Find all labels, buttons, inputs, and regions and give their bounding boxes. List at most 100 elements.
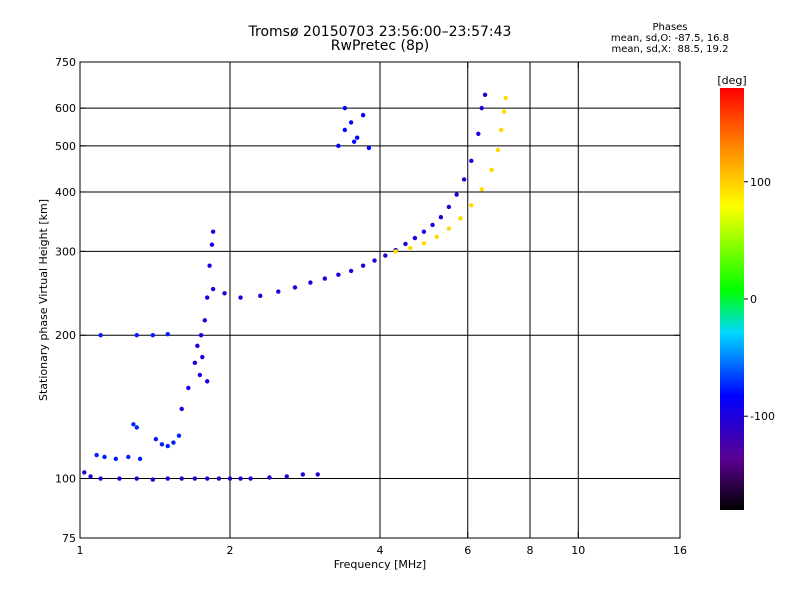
data-point (360, 263, 366, 268)
data-point (351, 139, 357, 144)
y-tick-label: 200 (55, 329, 76, 342)
y-tick-label: 400 (55, 186, 76, 199)
data-point (360, 112, 366, 118)
data-point (126, 454, 131, 460)
phase-stats: Phases mean, sd,O: -87.5, 16.8 mean, sd,… (590, 22, 750, 55)
data-point (102, 454, 107, 460)
data-point (403, 241, 408, 247)
y-axis-ticks: 75 100 200 300 400 500 600 750 (55, 56, 680, 545)
colorbar (720, 88, 744, 510)
data-point (159, 442, 165, 447)
data-point (421, 229, 427, 234)
grid-lines (80, 62, 680, 538)
x-axis-ticks: 1 2 4 6 8 10 16 (77, 62, 687, 557)
data-point (438, 215, 444, 220)
data-point (153, 436, 159, 442)
data-point (366, 145, 372, 151)
chart-title: Tromsø 20150703 23:56:00–23:57:43 (248, 24, 512, 40)
data-point (292, 285, 298, 290)
data-point (134, 476, 139, 481)
data-point (131, 422, 136, 427)
data-point (372, 258, 377, 263)
x-tick-label: 1 (77, 544, 84, 557)
y-tick-label: 75 (62, 532, 76, 545)
x-tick-label: 2 (227, 544, 234, 557)
data-point (200, 354, 205, 360)
data-point (209, 242, 215, 247)
data-point (238, 476, 243, 481)
data-point (238, 295, 243, 300)
data-point (284, 474, 289, 479)
y-tick-label: 500 (55, 140, 76, 153)
data-point (479, 105, 484, 111)
data-point (150, 333, 156, 338)
data-point (479, 187, 484, 192)
data-point (446, 226, 452, 231)
data-point (482, 92, 488, 97)
data-point (150, 477, 156, 482)
data-point (134, 333, 139, 338)
data-point (195, 343, 200, 349)
data-point (117, 476, 122, 481)
data-point (227, 476, 233, 481)
data-point (207, 263, 212, 268)
data-point (82, 470, 87, 475)
y-tick-label: 100 (55, 473, 76, 486)
y-tick-label: 300 (55, 245, 76, 258)
data-point (165, 332, 170, 337)
x-tick-label: 10 (571, 544, 585, 557)
colorbar-label: [deg] (717, 74, 746, 87)
data-point (98, 333, 103, 338)
data-point (412, 235, 418, 241)
data-point (197, 372, 203, 378)
data-point (495, 147, 501, 153)
data-point (179, 406, 184, 412)
data-point (202, 318, 207, 323)
y-tick-label: 600 (55, 102, 76, 115)
data-point (179, 476, 184, 481)
data-point (165, 476, 170, 481)
data-point (322, 276, 328, 281)
data-point (276, 289, 281, 294)
data-point (186, 385, 191, 391)
phase-stats-x-mode: mean, sd,X: 88.5, 19.2 (611, 44, 729, 55)
data-point (469, 158, 474, 164)
data-points (82, 92, 508, 482)
colorbar-tick-label: 0 (750, 293, 757, 306)
data-point (308, 280, 313, 285)
data-point (503, 95, 508, 101)
data-point (501, 109, 507, 114)
data-point (88, 474, 93, 479)
data-point (354, 135, 360, 140)
data-point (393, 249, 398, 254)
data-point (216, 476, 222, 481)
data-point (421, 241, 427, 246)
data-point (342, 105, 348, 111)
data-point (204, 476, 210, 481)
data-point (454, 192, 459, 197)
data-point (383, 253, 388, 258)
data-point (476, 131, 481, 136)
colorbar-tick-label: -100 (750, 410, 775, 423)
data-point (210, 229, 216, 234)
data-point (430, 222, 435, 228)
data-point (113, 456, 119, 462)
data-point (165, 443, 170, 449)
y-axis-label: Stationary phase Virtual Height [km] (37, 199, 50, 401)
x-tick-label: 8 (527, 544, 534, 557)
data-point (176, 433, 182, 438)
data-point (198, 333, 204, 338)
data-point (336, 143, 341, 149)
chart-subtitle: RwPretec (8p) (330, 38, 430, 54)
data-point (469, 203, 474, 208)
phase-stats-o-mode: mean, sd,O: -87.5, 16.8 (610, 33, 730, 44)
data-point (222, 291, 227, 296)
data-point (498, 127, 504, 133)
x-tick-label: 16 (673, 544, 687, 557)
data-point (98, 476, 103, 481)
x-axis-label: Frequency [MHz] (334, 558, 426, 571)
data-point (267, 475, 272, 480)
y-tick-label: 750 (55, 56, 76, 69)
data-point (315, 472, 320, 477)
